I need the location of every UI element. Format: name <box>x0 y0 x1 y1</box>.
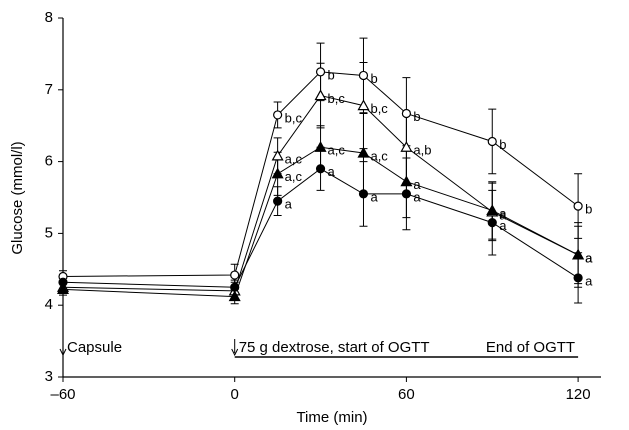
marker <box>315 164 326 174</box>
point-label: b <box>499 137 506 152</box>
annotation: End of OGTT <box>486 339 575 356</box>
marker <box>271 167 284 179</box>
point-label: a <box>370 189 378 204</box>
marker <box>358 189 369 199</box>
marker <box>357 99 370 111</box>
series-line <box>62 71 579 277</box>
point-label: a,b <box>413 143 431 158</box>
marker <box>487 136 497 147</box>
point-label: a <box>585 250 593 265</box>
annotation: Capsule <box>67 339 122 356</box>
x-tick-label: –60 <box>50 386 75 403</box>
point-label: a <box>499 206 507 221</box>
marker <box>401 108 412 119</box>
annotation-arrow <box>231 339 239 357</box>
marker <box>273 196 283 206</box>
marker <box>487 218 497 228</box>
series-line <box>62 146 579 298</box>
point-label: b,c <box>328 91 346 106</box>
point-label: a <box>413 177 421 192</box>
marker <box>314 141 327 152</box>
point-label: a,c <box>370 148 388 163</box>
point-label: b <box>585 202 592 217</box>
marker <box>315 67 326 77</box>
series-line <box>62 94 579 292</box>
point-label: a <box>328 164 336 179</box>
y-tick-label: 7 <box>45 81 53 98</box>
marker <box>230 270 240 280</box>
marker <box>486 204 499 216</box>
annotation: 75 g dextrose, start of OGTT <box>239 339 430 356</box>
point-label: b <box>370 71 377 86</box>
y-axis-label: Glucose (mmol/l) <box>9 141 26 254</box>
point-label: b,c <box>285 110 303 125</box>
x-tick-label: 120 <box>566 386 591 403</box>
marker <box>573 273 583 283</box>
series-line <box>62 168 579 288</box>
marker <box>400 175 413 187</box>
marker <box>271 149 284 161</box>
x-tick-label: 60 <box>398 386 415 403</box>
y-tick-label: 5 <box>45 224 53 241</box>
marker <box>228 290 241 302</box>
marker <box>314 89 327 101</box>
point-label: a <box>585 273 593 288</box>
marker <box>400 141 413 152</box>
point-label: a <box>499 218 507 233</box>
point-label: a <box>413 189 421 204</box>
marker <box>573 201 583 211</box>
marker <box>572 248 585 260</box>
marker <box>401 189 412 199</box>
y-tick-label: 4 <box>45 296 53 313</box>
y-tick-label: 8 <box>45 9 53 26</box>
point-label: b,c <box>370 101 388 116</box>
marker <box>357 146 370 158</box>
point-label: a <box>285 197 293 212</box>
y-tick-label: 6 <box>45 153 53 170</box>
marker <box>358 70 369 81</box>
point-label: a <box>585 250 593 265</box>
marker <box>58 277 68 287</box>
point-label: a,c <box>285 151 303 166</box>
x-axis-label: Time (min) <box>296 409 367 426</box>
annotation-arrow <box>59 339 67 357</box>
point-label: a <box>499 207 507 222</box>
y-tick-label: 3 <box>45 368 53 385</box>
point-label: a,c <box>285 169 303 184</box>
marker <box>230 282 240 292</box>
point-label: a,c <box>328 143 346 158</box>
point-label: b <box>413 109 420 124</box>
point-label: b <box>328 67 335 82</box>
marker <box>56 283 70 295</box>
x-tick-label: 0 <box>231 386 239 403</box>
marker <box>273 110 283 120</box>
